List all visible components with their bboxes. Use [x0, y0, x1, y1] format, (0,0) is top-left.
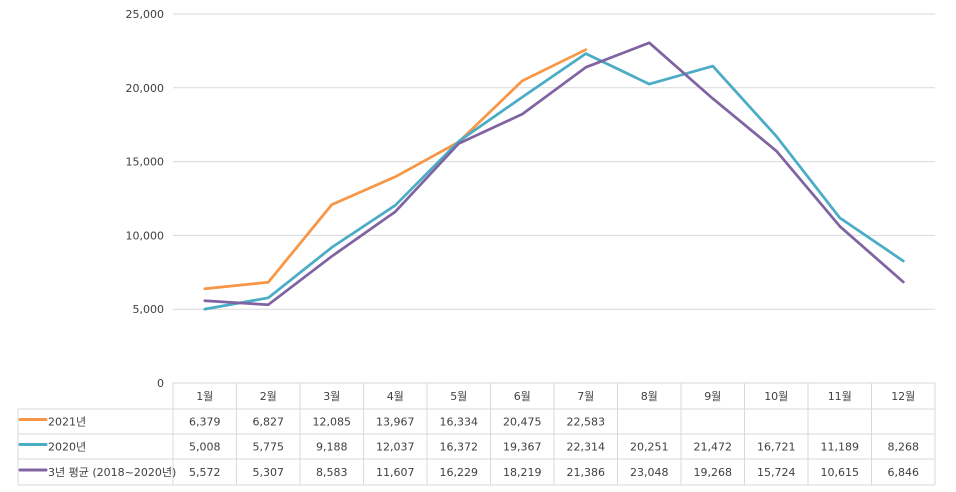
data-label: 11,607	[376, 466, 415, 479]
data-label: 20,475	[503, 416, 542, 429]
legend-label-3: 3년 평균 (2018~2020년)	[48, 466, 176, 479]
x-category-label: 6월	[514, 390, 531, 403]
x-category-label: 9월	[704, 390, 721, 403]
data-label: 19,268	[694, 466, 733, 479]
data-label: 16,372	[440, 441, 479, 454]
data-label: 20,251	[630, 441, 669, 454]
data-label: 19,367	[503, 441, 542, 454]
data-label: 9,188	[316, 441, 348, 454]
data-label: 8,268	[888, 441, 920, 454]
y-axis: 0 5,000 10,000 15,000 20,000 25,000	[126, 8, 165, 390]
x-category-label: 12월	[891, 390, 915, 403]
x-category-label: 7월	[577, 390, 594, 403]
x-category-label: 5월	[450, 390, 467, 403]
x-category-label: 8월	[641, 390, 658, 403]
x-category-label: 10월	[764, 390, 788, 403]
y-tick-label-15000: 15,000	[126, 156, 165, 169]
series-line-2	[203, 52, 905, 311]
data-label: 10,615	[821, 466, 860, 479]
data-label: 15,724	[757, 466, 796, 479]
legend-label-2: 2020년	[48, 441, 86, 454]
gridlines	[173, 13, 935, 310]
data-label: 5,307	[253, 466, 285, 479]
data-label: 6,846	[888, 466, 920, 479]
y-tick-label-10000: 10,000	[126, 229, 165, 242]
data-label: 16,229	[440, 466, 479, 479]
data-table: 1월 2월 3월 4월 5월 6월 7월 8월 9월 10월 11월 12월 2021년 6,379 6,8…	[17, 382, 936, 486]
data-label: 6,827	[253, 416, 285, 429]
x-category-label: 1월	[196, 390, 213, 403]
data-label: 8,583	[316, 466, 348, 479]
data-label: 22,314	[567, 441, 606, 454]
x-category-label: 4월	[387, 390, 404, 403]
data-label: 16,334	[440, 416, 479, 429]
y-tick-label-25000: 25,000	[126, 8, 165, 21]
data-label: 23,048	[630, 466, 669, 479]
data-label: 5,572	[189, 466, 221, 479]
y-tick-label-0: 0	[157, 377, 164, 390]
data-label: 6,379	[189, 416, 221, 429]
y-tick-label-20000: 20,000	[126, 82, 165, 95]
x-category-label: 3월	[323, 390, 340, 403]
data-label: 5,775	[253, 441, 285, 454]
data-label: 18,219	[503, 466, 542, 479]
data-label: 21,472	[694, 441, 733, 454]
data-label: 5,008	[189, 441, 221, 454]
y-tick-label-5000: 5,000	[133, 303, 165, 316]
x-category-label: 2월	[260, 390, 277, 403]
series-lines	[203, 41, 905, 311]
data-label: 13,967	[376, 416, 415, 429]
data-label: 16,721	[757, 441, 796, 454]
x-category-label: 11월	[828, 390, 852, 403]
data-label: 21,386	[567, 466, 606, 479]
data-label: 12,037	[376, 441, 415, 454]
legend-label-1: 2021년	[48, 416, 86, 429]
series-line-3	[203, 41, 905, 307]
data-label: 11,189	[821, 441, 860, 454]
series-line-1	[203, 48, 588, 291]
data-label: 12,085	[313, 416, 352, 429]
data-label: 22,583	[567, 416, 606, 429]
